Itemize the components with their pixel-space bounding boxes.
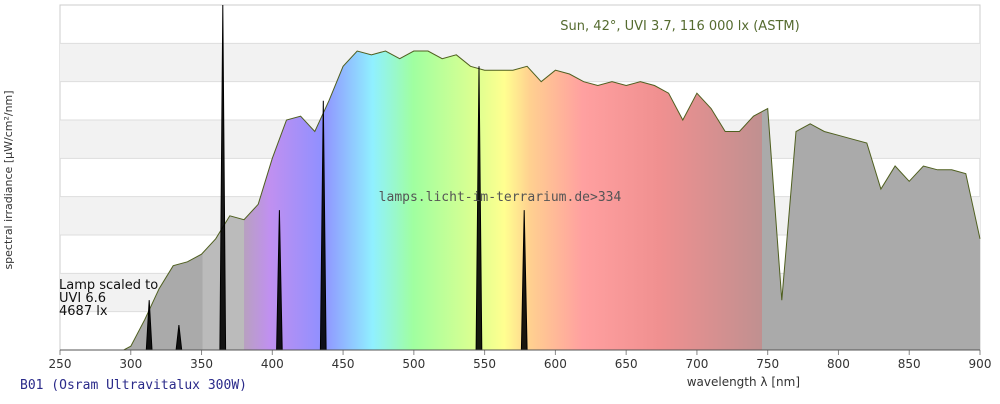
x-axis-label: wavelength λ [nm] xyxy=(687,375,800,389)
x-tick-label: 550 xyxy=(473,357,496,371)
annotation: Lamp scaled to xyxy=(59,278,158,293)
chart-title: B01 (Osram Ultravitalux 300W) xyxy=(20,378,247,393)
x-tick-label: 850 xyxy=(898,357,921,371)
x-tick-label: 500 xyxy=(402,357,425,371)
x-tick-label: 300 xyxy=(119,357,142,371)
x-tick-label: 450 xyxy=(332,357,355,371)
series-line xyxy=(123,50,981,351)
x-tick-label: 700 xyxy=(685,357,708,371)
series-area xyxy=(123,51,980,350)
x-tick-label: 350 xyxy=(190,357,213,371)
x-tick-label: 400 xyxy=(261,357,284,371)
x-tick-label: 750 xyxy=(756,357,779,371)
watermark: lamps.licht-im-terrarium.de>334 xyxy=(379,190,622,205)
x-tick-label: 800 xyxy=(827,357,850,371)
y-axis-label: spectral irradiance [µW/cm²/nm] xyxy=(2,90,15,269)
x-tick-label: 900 xyxy=(969,357,992,371)
annotation: UVI 6.6 xyxy=(59,291,106,306)
x-tick-label: 650 xyxy=(615,357,638,371)
annotation: 4687 lx xyxy=(59,304,108,319)
x-tick-label: 600 xyxy=(544,357,567,371)
series-label: Sun, 42°, UVI 3.7, 116 000 lx (ASTM) xyxy=(560,19,799,34)
x-tick-label: 250 xyxy=(49,357,72,371)
